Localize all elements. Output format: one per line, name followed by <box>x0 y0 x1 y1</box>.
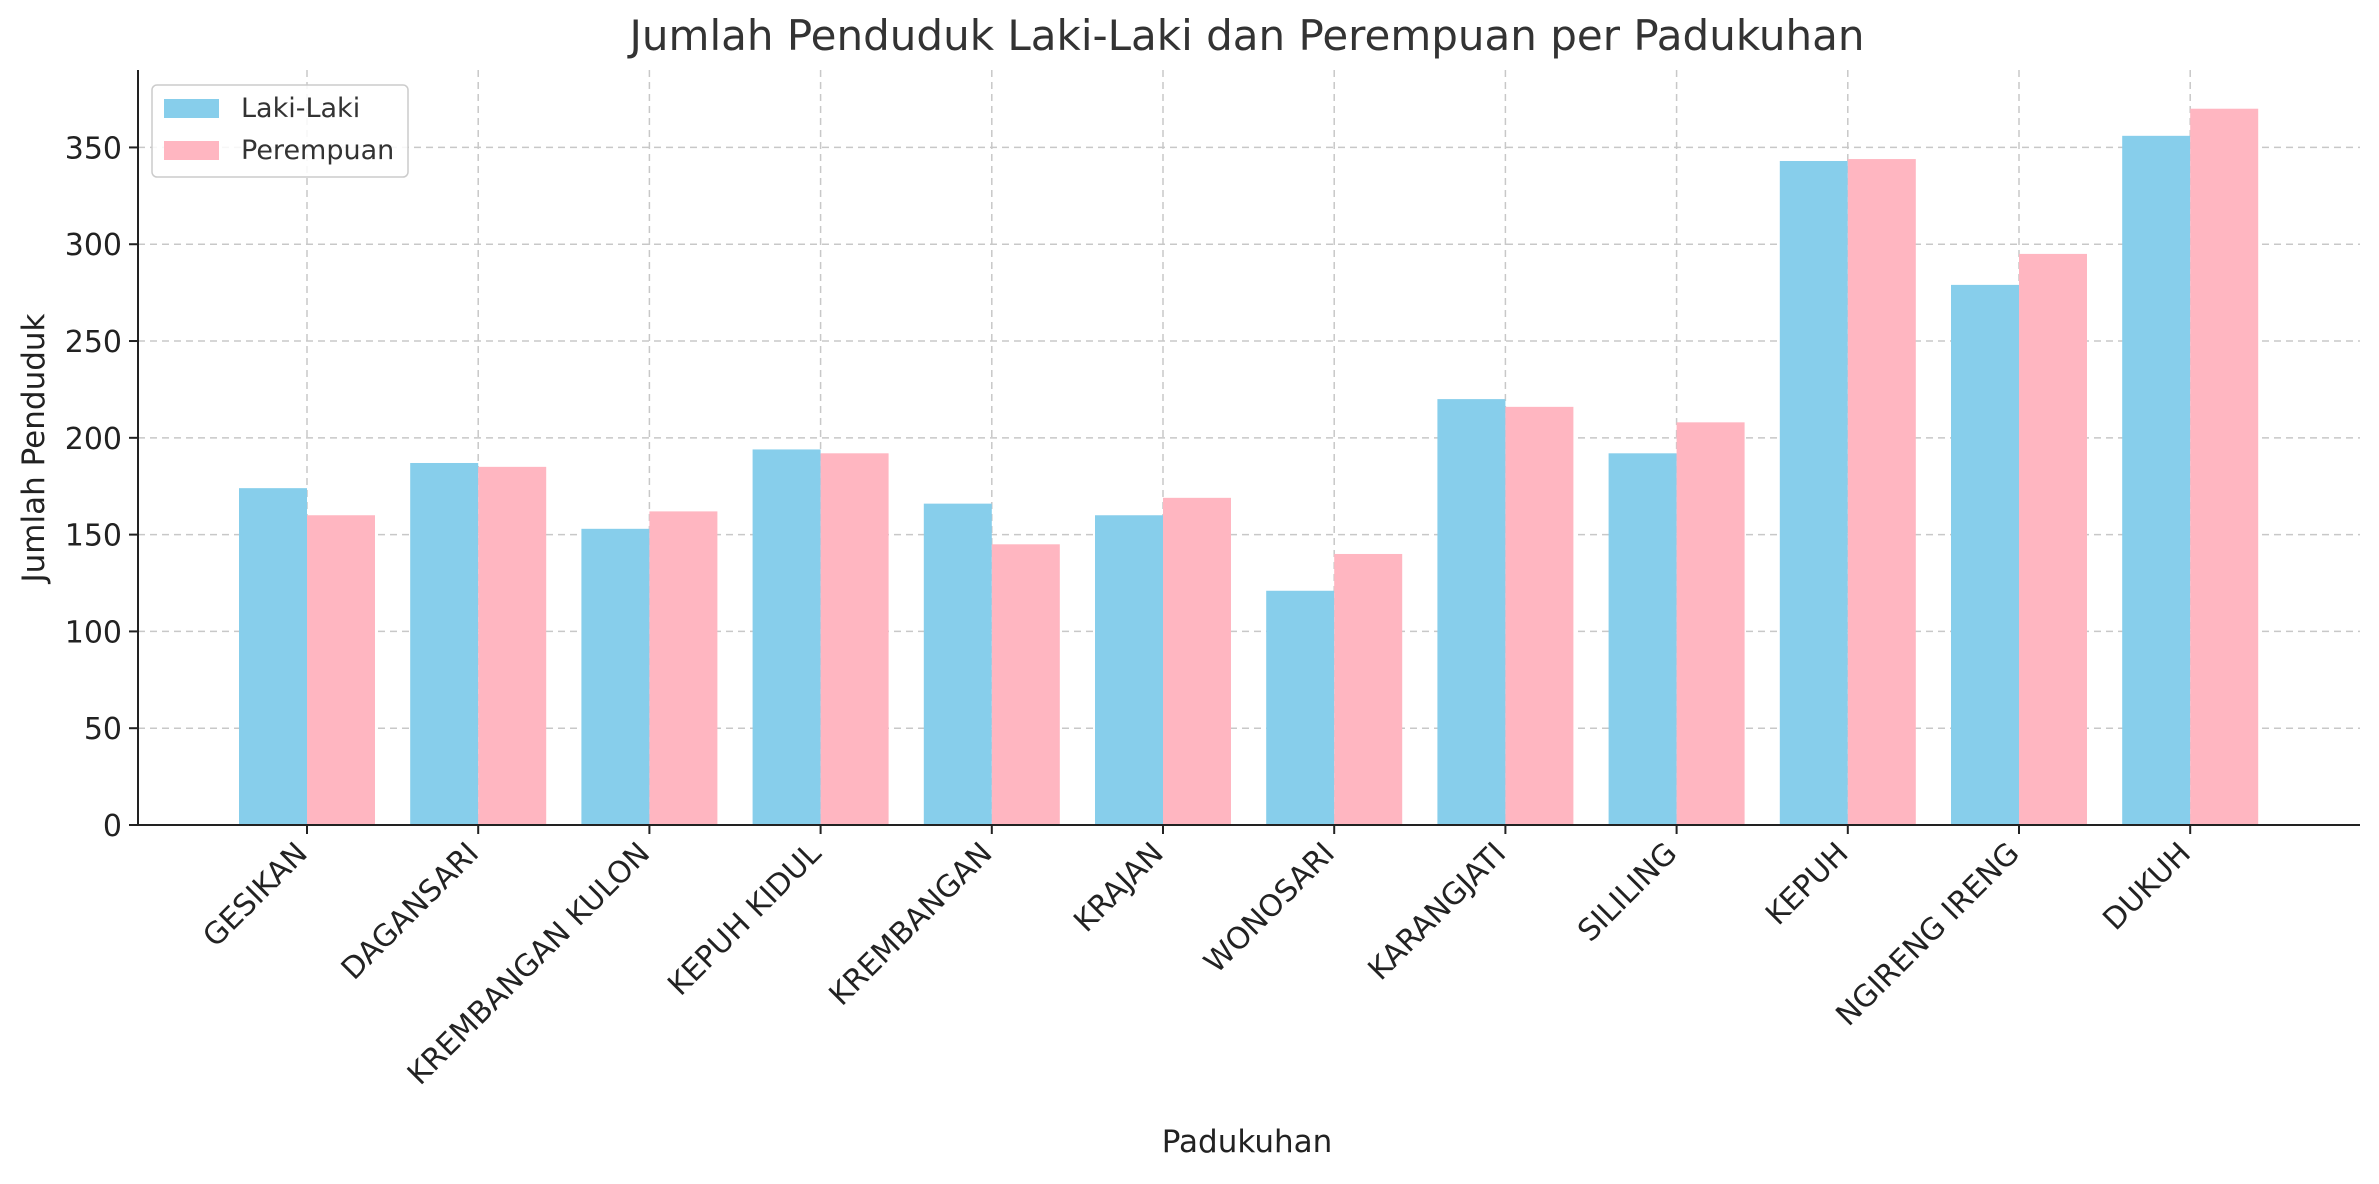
x-tick-label: DUKUH <box>2096 836 2197 937</box>
bar-perempuan <box>478 466 547 825</box>
y-tick-label: 150 <box>65 519 122 554</box>
y-axis-label: Jumlah Penduduk <box>16 313 52 584</box>
x-tick-label: WONOSARI <box>1197 836 1341 980</box>
x-tick-label: KARANGJATI <box>1362 836 1513 987</box>
bar-perempuan <box>649 511 718 825</box>
bar-perempuan <box>2019 253 2087 825</box>
bar-laki-laki <box>239 488 307 825</box>
x-tick-label: KEPUH <box>1759 836 1855 932</box>
bar-perempuan <box>1334 553 1403 825</box>
bar-perempuan <box>991 544 1060 825</box>
bar-laki-laki <box>1951 284 2019 825</box>
x-tick-label: GESIKAN <box>196 836 314 954</box>
y-tick-label: 300 <box>65 228 122 263</box>
legend-label: Laki-Laki <box>241 93 360 124</box>
bar-laki-laki <box>1266 590 1335 825</box>
x-tick-label: DAGANSARI <box>335 836 486 987</box>
bar-laki-laki <box>752 449 821 825</box>
y-tick-label: 200 <box>65 422 122 457</box>
y-tick-label: 50 <box>84 712 122 747</box>
x-axis-label: Padukuhan <box>1162 1124 1333 1160</box>
bar-perempuan <box>307 515 375 825</box>
bar-perempuan <box>1847 159 1916 826</box>
bar-perempuan <box>1676 422 1745 825</box>
y-tick-label: 0 <box>103 809 122 844</box>
bar-laki-laki <box>1095 515 1163 825</box>
bar-laki-laki <box>1779 160 1848 825</box>
legend-label: Perempuan <box>241 135 394 166</box>
bar-perempuan <box>2190 108 2259 825</box>
bars <box>239 108 2259 826</box>
bar-perempuan <box>820 453 889 825</box>
y-tick-label: 100 <box>65 615 122 650</box>
x-tick-label: KRAJAN <box>1067 836 1170 939</box>
x-tick-label: KREMBANGAN <box>823 836 1000 1013</box>
axes <box>129 70 2360 834</box>
y-tick-label: 250 <box>65 325 122 360</box>
bar-laki-laki <box>1437 399 1506 825</box>
legend: Laki-Laki Perempuan <box>151 84 409 178</box>
legend-swatch <box>164 141 219 160</box>
legend-swatch <box>164 99 219 118</box>
x-tick-label: KEPUH KIDUL <box>661 836 828 1003</box>
bar-laki-laki <box>410 462 479 825</box>
bar-laki-laki <box>581 528 650 825</box>
x-tick-label: NGIRENG IRENG <box>1829 836 2026 1033</box>
x-tick-label: SILILING <box>1571 836 1684 949</box>
chart-title: Jumlah Penduduk Laki-Laki dan Perempuan … <box>627 11 1865 60</box>
bar-perempuan <box>1163 497 1231 825</box>
y-tick-label: 350 <box>65 131 122 166</box>
bar-laki-laki <box>2122 135 2191 826</box>
bar-laki-laki <box>923 503 992 825</box>
bar-perempuan <box>1505 406 1574 825</box>
bar-laki-laki <box>1608 453 1677 825</box>
